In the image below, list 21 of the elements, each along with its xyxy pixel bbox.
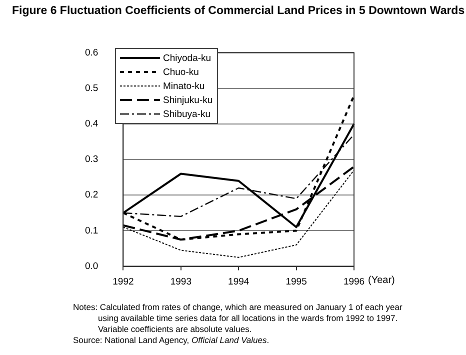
y-tick-label: 0.1 [84, 225, 98, 236]
x-tick-label: 1995 [286, 276, 307, 288]
x-tick-label: 1994 [228, 276, 250, 288]
y-tick-label: 0.6 [84, 47, 98, 58]
legend-label: Shinjuku-ku [163, 94, 213, 106]
legend-label: Chuo-ku [163, 66, 199, 78]
x-tick-label: 1992 [112, 276, 134, 288]
y-tick-label: 0.3 [84, 154, 98, 166]
y-tick-label: 0.2 [84, 190, 98, 201]
source-note: Source: National Land Agency, Official Land Values. [73, 335, 270, 346]
legend-label: Minato-ku [163, 80, 205, 92]
y-tick-label: 0.5 [84, 82, 98, 94]
chart-title: Figure 6 Fluctuation Coefficients of Commercial Land Prices in 5 Downtown Wards [12, 5, 465, 17]
y-tick-label: 0.4 [84, 118, 98, 130]
text: Notes: Calculated from rates of change, which are measured on January 1 of each year using available time series data for all locations in the wards from 1992 to 1997. Variable coefficients are absolute values. [73, 302, 403, 335]
legend-label: Chiyoda-ku [163, 52, 212, 64]
x-axis-title: (Year) [368, 275, 395, 286]
x-tick-label: 1996 [343, 276, 365, 288]
x-tick-label: 1993 [170, 276, 192, 288]
y-tick-label: 0.0 [84, 260, 98, 272]
legend-label: Shibuya-ku [163, 108, 211, 120]
